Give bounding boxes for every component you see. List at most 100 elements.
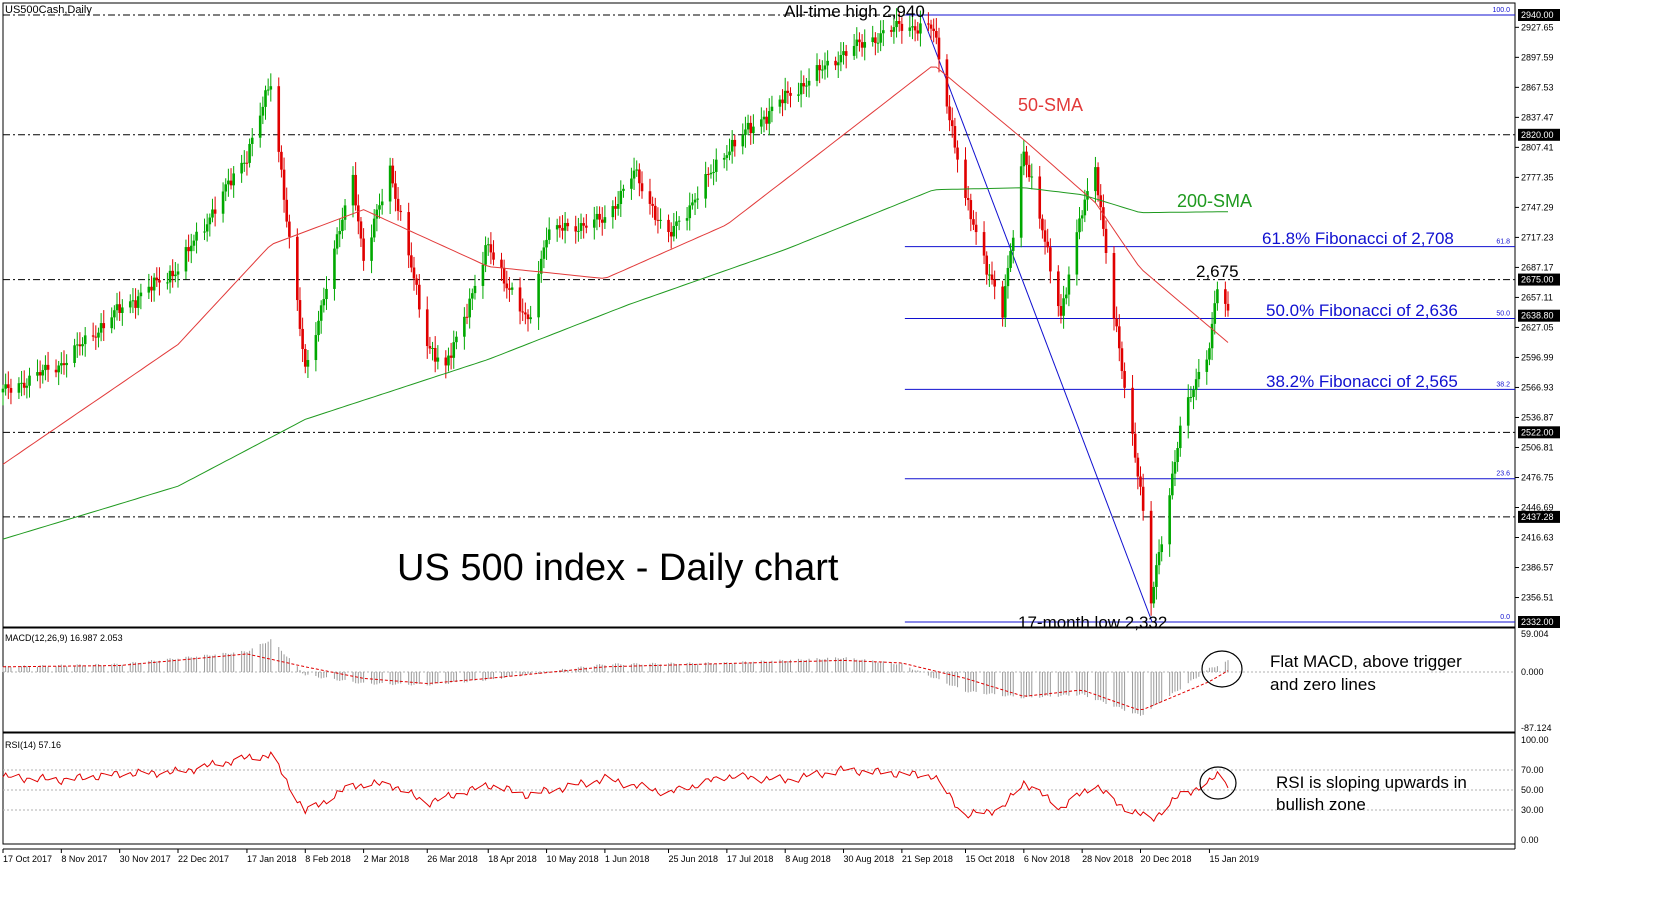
candle-body xyxy=(1176,448,1179,463)
candle-body xyxy=(7,384,10,388)
price-highlight-label: 2522.00 xyxy=(1521,427,1554,437)
candle-body xyxy=(667,219,670,232)
fib-618-label: 61.8% Fibonacci of 2,708 xyxy=(1262,229,1454,248)
candle-body xyxy=(985,255,989,275)
candle-body xyxy=(184,247,188,272)
candle-body xyxy=(948,106,951,121)
candle-body xyxy=(1123,371,1126,388)
candle-body xyxy=(1025,151,1028,165)
candle-body xyxy=(221,191,225,214)
candle-body xyxy=(269,86,273,90)
candle-body xyxy=(752,126,755,134)
candle-body xyxy=(807,80,811,86)
candle-body xyxy=(510,287,514,290)
candle-body xyxy=(919,23,922,34)
candle-body xyxy=(1149,510,1153,604)
price-tick-label: 2897.59 xyxy=(1521,52,1554,62)
candle-body xyxy=(1208,348,1211,360)
candle-body xyxy=(1155,565,1158,587)
time-tick-label: 26 Mar 2018 xyxy=(427,854,478,864)
candle-body xyxy=(452,342,456,358)
candle-body xyxy=(500,259,503,269)
candle-body xyxy=(685,218,689,221)
candle-body xyxy=(876,42,880,44)
candle-body xyxy=(1160,544,1164,553)
candle-body xyxy=(1168,495,1171,545)
candle-body xyxy=(900,23,904,31)
candle-body xyxy=(171,270,174,277)
candle-body xyxy=(1011,237,1015,251)
rsi-tick-label: 0.00 xyxy=(1521,835,1539,845)
candle-body xyxy=(651,203,654,206)
candle-body xyxy=(1041,218,1044,231)
candle-body xyxy=(118,304,121,313)
candle-body xyxy=(489,244,493,253)
price-tick-label: 2416.63 xyxy=(1521,533,1554,543)
candle-body xyxy=(953,126,957,148)
rsi-annotation-line2: bullish zone xyxy=(1276,795,1366,814)
sma200-line xyxy=(2,187,1228,540)
candle-body xyxy=(391,165,395,184)
candle-body xyxy=(691,202,694,206)
sma50-line xyxy=(2,66,1229,465)
candle-body xyxy=(632,170,636,179)
candle-body xyxy=(1194,379,1198,391)
candle-body xyxy=(211,209,214,218)
candle-body xyxy=(1001,286,1004,318)
candle-body xyxy=(113,310,116,318)
macd-panel xyxy=(2,639,1515,716)
time-tick-label: 17 Jan 2018 xyxy=(247,854,297,864)
candle-body xyxy=(208,217,212,225)
candle-body xyxy=(258,115,262,138)
candle-body xyxy=(505,283,509,289)
price-tick-label: 2807.41 xyxy=(1521,142,1554,152)
candle-body xyxy=(826,60,829,66)
time-tick-label: 17 Oct 2017 xyxy=(3,854,52,864)
macd-tick-label: -87.124 xyxy=(1521,723,1552,733)
candle-body xyxy=(802,83,806,87)
recent-high-annotation: 2,675 xyxy=(1196,262,1239,281)
candle-body xyxy=(22,382,26,388)
candle-body xyxy=(83,335,87,345)
candle-body xyxy=(359,221,363,239)
candle-body xyxy=(874,37,877,43)
candle-body xyxy=(195,231,198,241)
price-tick-label: 2446.69 xyxy=(1521,502,1554,512)
candle-body xyxy=(492,252,495,260)
candle-body xyxy=(879,33,882,43)
candle-body xyxy=(415,278,418,285)
candle-body xyxy=(537,273,540,318)
candle-body xyxy=(712,171,715,173)
candle-body xyxy=(4,384,7,389)
candle-body xyxy=(1157,552,1161,566)
candle-body xyxy=(128,301,132,308)
candle-body xyxy=(1216,289,1219,304)
candle-body xyxy=(285,199,289,222)
sma50-label: 50-SMA xyxy=(1018,95,1083,115)
candle-body xyxy=(585,225,588,228)
candle-body xyxy=(860,42,864,48)
candle-body xyxy=(139,292,143,297)
moving-averages xyxy=(2,66,1229,540)
candle-body xyxy=(897,20,901,24)
candle-body xyxy=(407,212,410,256)
candle-body xyxy=(1049,247,1052,272)
candle-body xyxy=(526,314,530,320)
candle-body xyxy=(486,244,490,246)
candle-body xyxy=(213,209,217,214)
time-tick-label: 21 Sep 2018 xyxy=(902,854,953,864)
candle-body xyxy=(303,349,307,367)
candle-body xyxy=(728,151,731,156)
price-tick-label: 2596.99 xyxy=(1521,352,1554,362)
candle-body xyxy=(155,277,159,281)
candle-body xyxy=(176,271,180,275)
candle-body xyxy=(858,39,861,43)
candle-body xyxy=(121,307,124,313)
time-tick-label: 1 Jun 2018 xyxy=(605,854,650,864)
candle-body xyxy=(993,279,996,287)
candle-body xyxy=(630,178,633,189)
candle-body xyxy=(375,209,379,219)
candle-body xyxy=(1057,271,1060,307)
candle-body xyxy=(638,169,641,184)
candle-body xyxy=(913,26,917,31)
